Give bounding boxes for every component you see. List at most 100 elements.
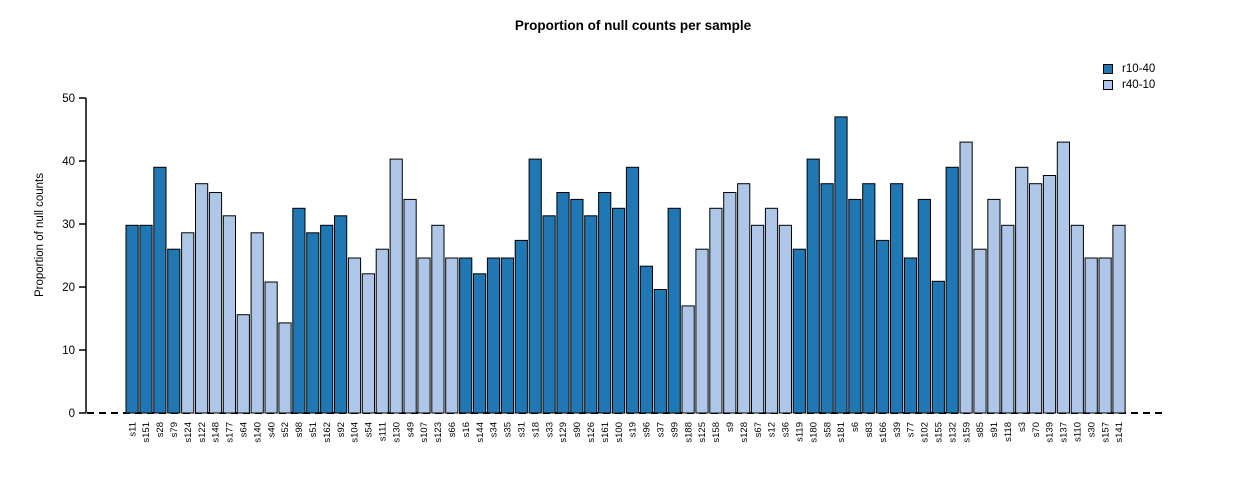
- bar-s54: [361, 273, 375, 414]
- bar-s180: [806, 158, 820, 414]
- x-tick-label-s102: s102: [920, 422, 931, 443]
- bar-s130: [389, 158, 403, 414]
- bar-s79: [167, 248, 181, 414]
- x-tick-label-s157: s157: [1100, 422, 1111, 443]
- x-tick-label-s129: s129: [558, 422, 569, 443]
- x-tick-label-s177: s177: [225, 422, 236, 443]
- bar-s100: [612, 207, 626, 414]
- x-tick-label-s110: s110: [1073, 422, 1084, 442]
- bar-s137: [1056, 141, 1071, 414]
- legend-swatch-light-icon: [1103, 80, 1113, 90]
- bar-s37: [653, 289, 667, 414]
- bar-s107: [417, 257, 431, 414]
- bar-s92: [334, 215, 348, 414]
- bar-s166: [876, 239, 890, 414]
- x-tick-label-s118: s118: [1003, 422, 1014, 442]
- bar-s19: [625, 166, 640, 414]
- bar-s139: [1042, 175, 1057, 414]
- bar-s36: [778, 224, 792, 414]
- bar-s155: [931, 280, 945, 414]
- bar-s128: [737, 183, 751, 414]
- bar-s40: [264, 281, 278, 414]
- x-tick-label-s51: s51: [308, 422, 319, 437]
- x-tick-label-s107: s107: [419, 422, 430, 443]
- y-tick-label: 50: [62, 93, 75, 105]
- bar-s77: [903, 257, 918, 414]
- x-tick-label-s70: s70: [1031, 422, 1042, 437]
- x-tick-label-s99: s99: [669, 422, 680, 437]
- x-tick-label-s188: s188: [683, 422, 694, 443]
- legend-label-r10-40: r10-40: [1122, 63, 1156, 75]
- bar-s181: [834, 116, 848, 414]
- x-tick-label-s64: s64: [239, 422, 250, 437]
- x-tick-label-s181: s181: [836, 422, 847, 443]
- x-tick-label-s66: s66: [447, 422, 458, 437]
- legend-label-r40-10: r40-10: [1122, 79, 1156, 91]
- bar-s31: [514, 239, 528, 414]
- bar-s144: [473, 273, 487, 414]
- x-tick-label-s141: s141: [1114, 422, 1125, 443]
- bar-s123: [431, 224, 445, 414]
- x-tick-label-s151: s151: [141, 422, 152, 443]
- x-tick-label-s58: s58: [822, 422, 833, 437]
- x-tick-label-s16: s16: [461, 422, 472, 437]
- bar-s96: [639, 265, 653, 414]
- y-tick-label: 10: [62, 345, 75, 357]
- bar-s126: [584, 215, 598, 414]
- bar-s157: [1098, 257, 1112, 414]
- x-tick-label-s36: s36: [781, 422, 792, 437]
- x-tick-label-s111: s111: [378, 422, 389, 441]
- x-tick-label-s96: s96: [642, 422, 653, 437]
- x-tick-label-s6: s6: [850, 422, 861, 432]
- x-tick-label-s130: s130: [391, 422, 402, 443]
- x-tick-label-s39: s39: [892, 422, 903, 437]
- legend-item-r10-40: r10-40: [1103, 63, 1155, 75]
- bar-s148: [208, 192, 223, 414]
- x-tick-label-s67: s67: [753, 422, 764, 437]
- x-tick-label-s83: s83: [864, 422, 875, 437]
- bar-s64: [236, 314, 250, 414]
- x-tick-label-s12: s12: [767, 422, 778, 437]
- x-tick-label-s162: s162: [322, 422, 333, 443]
- bar-s132: [945, 166, 959, 414]
- chart-title: Proportion of null counts per sample: [514, 18, 752, 33]
- x-tick-label-s52: s52: [280, 422, 291, 437]
- y-tick-label: 20: [62, 282, 75, 294]
- bar-s102: [917, 198, 931, 414]
- x-tick-label-s104: s104: [350, 422, 361, 443]
- x-tick-label-s54: s54: [364, 422, 375, 437]
- x-tick-label-s128: s128: [739, 422, 750, 443]
- bar-s49: [403, 198, 417, 414]
- bar-s70: [1029, 183, 1043, 414]
- bar-s6: [848, 198, 862, 414]
- x-tick-label-s3: s3: [1017, 422, 1028, 432]
- y-tick-label: 30: [62, 219, 75, 231]
- bar-s158: [709, 207, 723, 414]
- bar-s99: [667, 207, 681, 414]
- x-tick-label-s11: s11: [127, 422, 138, 437]
- x-tick-label-s132: s132: [947, 422, 958, 443]
- x-tick-label-s34: s34: [489, 422, 500, 437]
- x-tick-label-s9: s9: [725, 422, 736, 432]
- bar-s140: [250, 232, 264, 414]
- x-tick-label-s18: s18: [530, 422, 541, 437]
- x-tick-label-s91: s91: [989, 422, 1000, 437]
- x-tick-label-s148: s148: [211, 422, 222, 443]
- bar-s58: [820, 183, 834, 414]
- x-tick-label-s33: s33: [544, 422, 555, 437]
- x-tick-label-s119: s119: [795, 422, 806, 442]
- x-tick-label-s139: s139: [1045, 422, 1056, 443]
- x-tick-label-s144: s144: [475, 422, 486, 443]
- x-tick-label-s31: s31: [517, 422, 528, 437]
- x-tick-label-s140: s140: [252, 422, 263, 443]
- x-tick-label-s180: s180: [808, 422, 819, 443]
- x-tick-label-s92: s92: [336, 422, 347, 437]
- bar-s9: [723, 192, 737, 414]
- bar-s118: [1001, 224, 1015, 414]
- x-tick-label-s137: s137: [1059, 422, 1070, 443]
- x-tick-label-s79: s79: [169, 422, 180, 437]
- x-tick-label-s77: s77: [906, 422, 917, 437]
- bar-s11: [125, 224, 139, 414]
- x-tick-label-s85: s85: [975, 422, 986, 437]
